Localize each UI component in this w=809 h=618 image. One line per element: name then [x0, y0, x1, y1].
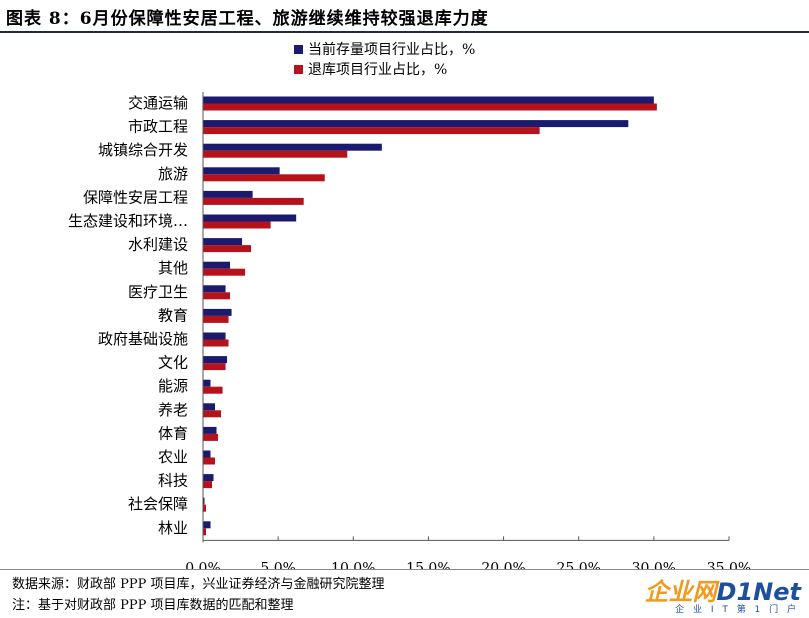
bar-1-8 [203, 285, 226, 293]
bar-1-15 [203, 450, 211, 458]
bar-1-13 [203, 403, 216, 411]
category-label: 农业 [158, 448, 188, 466]
bar-1-5 [203, 214, 297, 222]
legend-label-2: 退库项目行业占比，% [308, 62, 447, 78]
category-label: 医疗卫生 [128, 283, 188, 301]
figure-title: 图表 8：6月份保障性安居工程、旅游继续维持较强退库力度 [6, 9, 489, 29]
bar-2-8 [203, 292, 231, 300]
bar-2-16 [203, 481, 213, 489]
bar-2-7 [203, 268, 246, 276]
footnote: 注：基于对财政部 PPP 项目库数据的匹配和整理 [12, 598, 294, 613]
category-label: 市政工程 [128, 118, 188, 136]
category-label: 教育 [158, 306, 188, 324]
x-tick-label: 25.0% [556, 560, 600, 569]
bar-1-16 [203, 474, 214, 482]
bar-2-9 [203, 315, 229, 323]
category-label: 交通运输 [128, 94, 188, 112]
category-label: 保障性安居工程 [83, 188, 188, 206]
logo-wordmark: 企业网D1Net [645, 572, 801, 607]
legend-label-1: 当前存量项目行业占比，% [308, 41, 475, 58]
x-tick-label: 35.0% [707, 560, 751, 569]
bar-2-12 [203, 386, 223, 394]
x-tick-label: 15.0% [406, 560, 450, 569]
legend-swatch-2 [294, 65, 303, 74]
d1net-logo: 企业网D1Net 企 业 I T 第 1 门 户 [643, 572, 803, 616]
bar-2-0 [203, 103, 657, 111]
category-label: 旅游 [158, 165, 188, 183]
bar-1-4 [203, 190, 253, 198]
bar-1-18 [203, 521, 211, 529]
bar-1-0 [203, 96, 654, 104]
x-tick-label: 20.0% [481, 560, 525, 569]
category-label: 文化 [158, 354, 188, 372]
bar-2-3 [203, 174, 325, 182]
bar-1-2 [203, 143, 382, 151]
x-tick-label: 10.0% [331, 560, 375, 569]
bar-1-14 [203, 426, 217, 434]
category-label: 养老 [158, 401, 188, 419]
category-label: 科技 [158, 472, 188, 490]
bar-2-10 [203, 339, 229, 347]
bar-2-1 [203, 127, 540, 135]
bar-2-11 [203, 363, 226, 371]
category-label: 城镇综合开发 [98, 141, 188, 159]
bar-1-7 [203, 261, 231, 269]
bar-2-6 [203, 245, 252, 253]
bar-2-17 [203, 504, 207, 512]
logo-en-text: D1Net [716, 578, 801, 606]
x-tick-label: 30.0% [632, 560, 676, 569]
category-label: 林业 [158, 519, 188, 537]
bar-2-18 [203, 528, 207, 536]
x-tick-label: 0.0% [185, 560, 221, 569]
bar-1-17 [203, 497, 205, 505]
bar-1-12 [203, 379, 211, 387]
bar-chart: 当前存量项目行业占比，% 退库项目行业占比，% 交通运输市政工程城镇综合开发旅游保障… [68, 41, 751, 569]
category-label: 生态建设和环境… [68, 212, 188, 230]
bar-2-14 [203, 433, 219, 441]
category-label: 水利建设 [128, 236, 188, 254]
bar-1-6 [203, 238, 243, 246]
bar-1-11 [203, 356, 228, 364]
legend-swatch-1 [294, 45, 303, 54]
category-label: 其他 [158, 259, 188, 277]
bar-1-1 [203, 120, 629, 128]
bar-1-10 [203, 332, 226, 340]
bar-2-15 [203, 457, 216, 465]
bar-2-2 [203, 150, 348, 158]
logo-cn-text: 企业网 [644, 578, 717, 606]
source-note: 数据来源：财政部 PPP 项目库，兴业证券经济与金融研究院整理 [12, 577, 385, 592]
bar-1-3 [203, 167, 280, 175]
source-rule [0, 569, 809, 570]
bar-1-9 [203, 308, 232, 316]
x-tick-label: 5.0% [260, 560, 296, 569]
bar-2-4 [203, 197, 304, 205]
category-label: 政府基础设施 [98, 330, 188, 348]
category-label: 体育 [158, 424, 188, 442]
bar-2-5 [203, 221, 271, 229]
category-label: 社会保障 [128, 495, 188, 513]
bar-2-13 [203, 410, 222, 418]
title-rule [0, 31, 809, 33]
logo-tagline: 企 业 I T 第 1 门 户 [675, 605, 799, 615]
category-label: 能源 [158, 377, 188, 395]
